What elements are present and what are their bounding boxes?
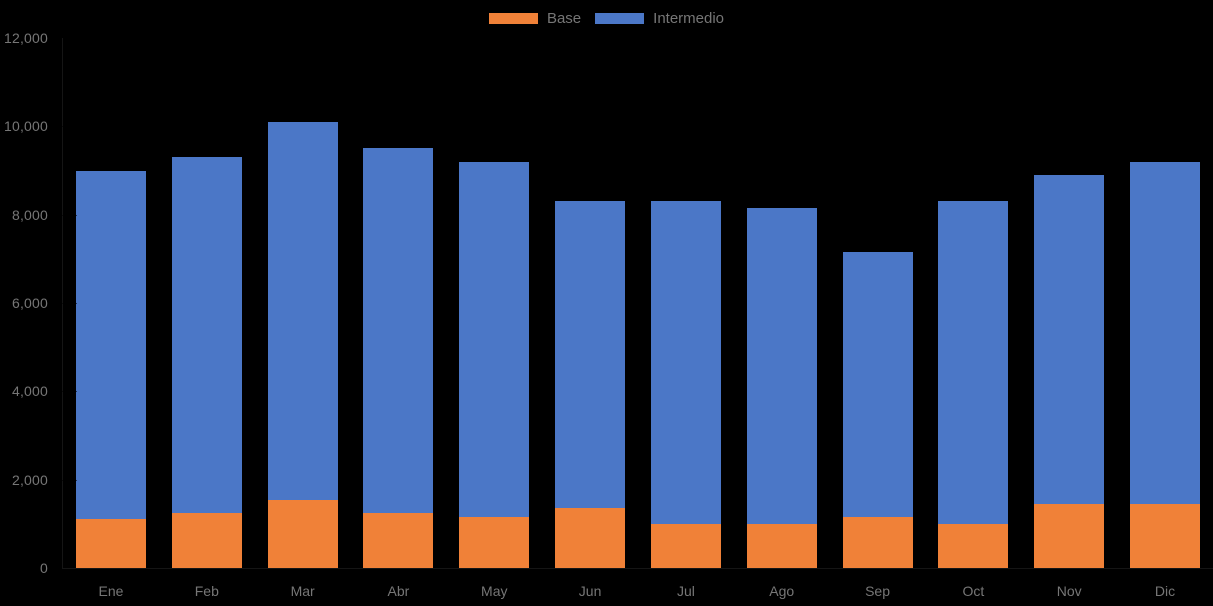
bar-segment-base-may [459,517,530,568]
x-tick-label-oct: Oct [962,583,985,599]
x-tick-label-jun: Jun [578,583,602,599]
legend-label-intermedio: Intermedio [653,10,725,27]
bar-segment-intermedio-may [459,161,530,518]
x-tick-label-ene: Ene [98,583,124,599]
bar-segment-base-ago [746,523,817,568]
bar-segment-base-feb [171,512,242,568]
y-tick-mark [62,303,77,304]
bar-segment-base-ene [76,519,146,568]
bar-segment-intermedio-feb [171,157,242,513]
bar-segment-base-jul [650,523,721,568]
y-tick-label: 10,000 [3,118,48,135]
legend-swatch-base [488,13,538,24]
x-tick-label-mar: Mar [290,583,315,599]
bar-segment-intermedio-jul [650,201,721,524]
bar-segment-intermedio-dic [1130,161,1201,504]
bar-segment-intermedio-sep [842,252,913,518]
y-tick-mark [62,479,77,481]
bar-segment-base-mar [267,499,338,568]
x-tick-label-jul: Jul [676,583,695,599]
chart-legend: Base Intermedio [0,10,1213,27]
bar-segment-base-oct [938,523,1009,568]
bar-segment-intermedio-ene [76,170,146,520]
bar-segment-intermedio-ago [746,208,817,524]
x-tick-label-abr: Abr [387,583,410,599]
bar-segment-base-abr [363,512,434,568]
bar-segment-base-nov [1034,503,1105,568]
y-tick-label: 8,000 [11,206,48,223]
bar-segment-base-dic [1130,503,1201,568]
bar-segment-intermedio-nov [1034,174,1105,504]
y-tick-mark [62,214,77,216]
y-tick-mark [62,391,77,393]
y-tick-label: 6,000 [11,295,48,311]
y-tick-label: 4,000 [11,383,48,400]
bar-segment-intermedio-jun [555,201,626,509]
x-tick-label-may: May [481,583,508,599]
x-tick-label-dic: Dic [1154,583,1176,599]
legend-item-intermedio: Intermedio [595,10,724,27]
y-tick-label: 0 [40,560,48,576]
x-tick-label-ago: Ago [769,583,795,599]
bar-segment-base-sep [842,517,913,568]
y-tick-label: 12,000 [3,30,48,46]
bar-segment-base-jun [555,508,626,568]
bar-segment-intermedio-mar [267,121,338,500]
x-tick-label-nov: Nov [1056,583,1082,599]
y-tick-label: 2,000 [11,471,48,488]
bar-segment-intermedio-oct [938,201,1009,524]
x-tick-label-feb: Feb [194,583,219,599]
x-tick-label-sep: Sep [865,583,890,599]
bar-segment-intermedio-abr [363,148,434,513]
y-tick-mark [62,126,77,128]
legend-swatch-intermedio [595,13,645,24]
legend-label-base: Base [546,10,582,27]
x-axis-line [62,568,1213,569]
legend-item-base: Base [488,10,582,27]
